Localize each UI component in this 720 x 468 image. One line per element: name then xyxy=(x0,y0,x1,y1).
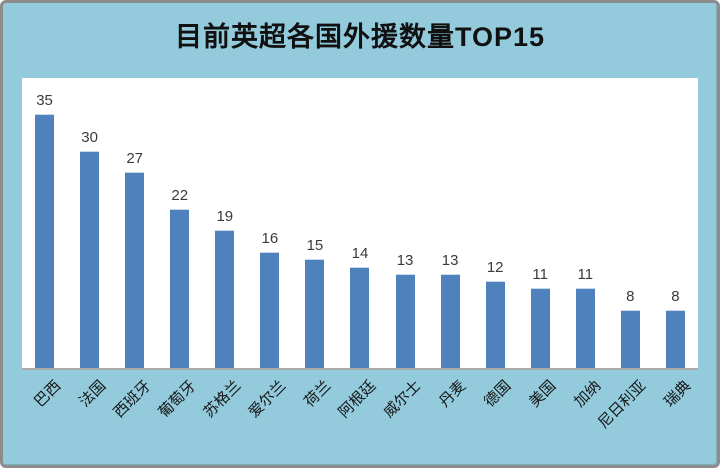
bar-column: 19 xyxy=(202,78,247,368)
x-axis-label: 尼日利亚 xyxy=(595,377,650,432)
bar xyxy=(260,252,280,368)
bar xyxy=(350,266,370,368)
x-axis-label: 荷兰 xyxy=(300,377,335,411)
bar xyxy=(665,310,685,368)
bar xyxy=(215,230,235,368)
bar xyxy=(575,288,595,368)
bar-value-label: 8 xyxy=(626,288,635,305)
bar xyxy=(35,114,55,368)
x-axis-label: 德国 xyxy=(481,377,515,411)
bar xyxy=(440,273,460,368)
bar-value-label: 27 xyxy=(126,150,143,168)
bar-value-label: 11 xyxy=(532,266,548,284)
bar-value-label: 30 xyxy=(81,128,98,146)
bar xyxy=(485,281,505,368)
bar-value-label: 8 xyxy=(671,288,680,305)
bar-column: 11 xyxy=(563,78,608,368)
bar-value-label: 14 xyxy=(351,244,369,262)
bar xyxy=(125,172,145,368)
x-axis-label: 加纳 xyxy=(571,377,605,411)
bar-value-label: 22 xyxy=(171,186,189,204)
bar-column: 35 xyxy=(22,78,67,368)
x-axis-label: 葡萄牙 xyxy=(155,377,200,422)
x-axis-label: 爱尔兰 xyxy=(245,377,290,422)
bar-column: 8 xyxy=(608,78,653,368)
bar xyxy=(305,259,325,368)
bar-column: 27 xyxy=(112,78,157,368)
bar-value-label: 35 xyxy=(36,92,53,110)
bar-columns: 35 30 27 22 19 16 15 14 13 13 12 11 11 8 8 xyxy=(22,78,698,368)
bar-value-label: 15 xyxy=(306,237,324,255)
x-axis-label: 巴西 xyxy=(30,377,64,411)
bar-column: 12 xyxy=(473,78,518,368)
bar-column: 22 xyxy=(157,78,202,368)
x-axis-label: 苏格兰 xyxy=(200,377,245,422)
bar xyxy=(620,310,640,368)
x-axis-labels: 巴西 法国 西班牙 葡萄牙 苏格兰 爱尔兰 荷兰 阿根廷 威尔士 丹麦 德国 美国 加纳 尼日利亚 瑞典 xyxy=(22,372,698,464)
bar xyxy=(395,273,415,368)
bar-column: 8 xyxy=(653,78,698,368)
bar xyxy=(170,208,190,368)
chart-title: 目前英超各国外援数量TOP15 xyxy=(174,22,546,52)
bar-value-label: 16 xyxy=(261,230,279,247)
bar-value-label: 19 xyxy=(216,208,234,226)
bar-column: 16 xyxy=(247,78,292,368)
bar-column: 13 xyxy=(428,78,473,368)
bar-column: 14 xyxy=(337,78,382,368)
bar-column: 15 xyxy=(292,78,337,368)
x-axis-label: 法国 xyxy=(75,377,109,411)
bar-value-label: 13 xyxy=(441,251,459,269)
bar-value-label: 11 xyxy=(577,266,594,284)
bar xyxy=(530,288,550,368)
x-axis-label: 丹麦 xyxy=(436,377,470,411)
bar xyxy=(80,150,100,368)
bar-value-label: 13 xyxy=(396,251,414,269)
x-axis-label: 西班牙 xyxy=(110,377,154,422)
bar-column: 30 xyxy=(67,78,112,368)
bar-column: 13 xyxy=(383,78,428,368)
x-axis-label: 威尔士 xyxy=(380,377,425,422)
x-axis-label: 瑞典 xyxy=(661,377,695,411)
x-axis-label: 阿根廷 xyxy=(335,377,380,422)
x-axis-label: 美国 xyxy=(526,377,560,411)
plot-area: 35 30 27 22 19 16 15 14 13 13 12 11 11 8 8 xyxy=(22,78,698,370)
bar-value-label: 12 xyxy=(486,259,504,276)
bar-column: 11 xyxy=(518,78,563,368)
